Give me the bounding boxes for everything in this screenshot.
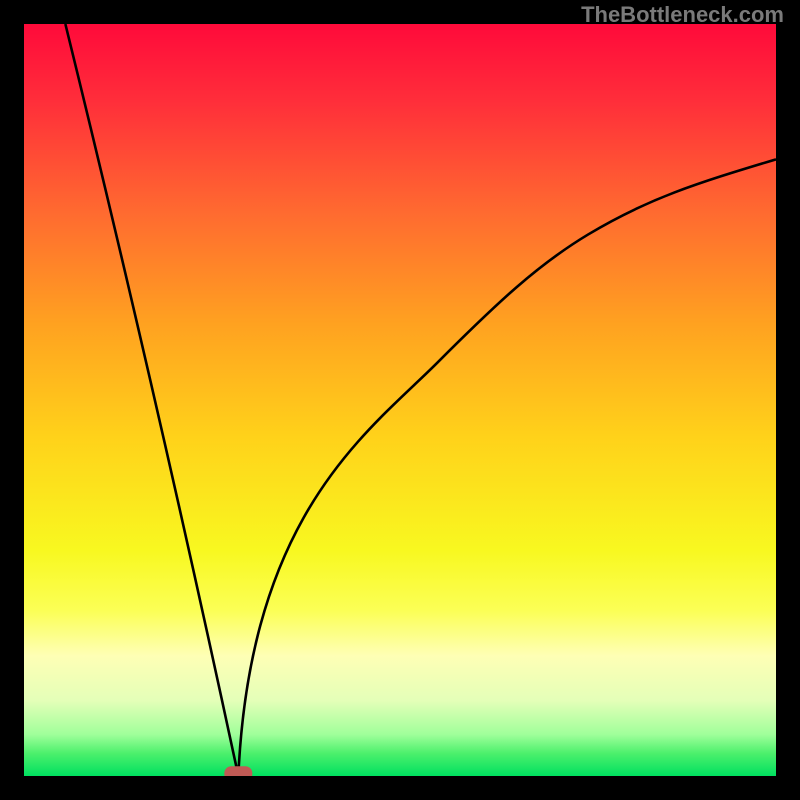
watermark-text: TheBottleneck.com xyxy=(581,2,784,28)
figure-container: TheBottleneck.com xyxy=(0,0,800,800)
chart-svg xyxy=(0,0,800,800)
plot-area xyxy=(24,24,776,781)
